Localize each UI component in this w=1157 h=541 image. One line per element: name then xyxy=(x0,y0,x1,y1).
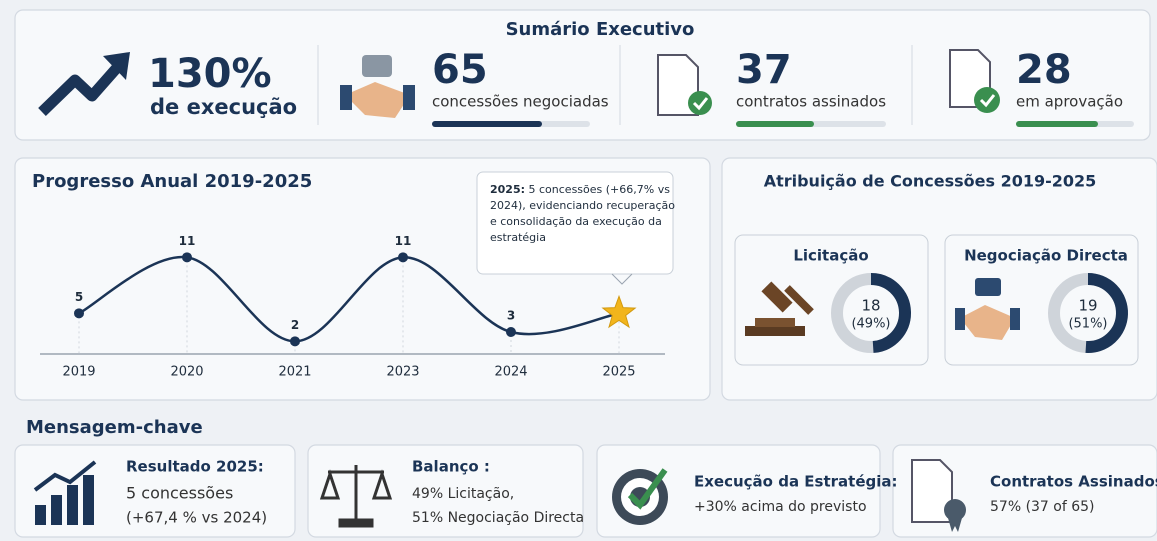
trend-icon xyxy=(38,52,130,116)
data-label: 3 xyxy=(507,309,515,323)
message-card xyxy=(307,444,584,538)
annotation-bold: 2025: xyxy=(490,183,525,196)
summary-panel xyxy=(14,9,1151,141)
message-line: +30% acima do previsto xyxy=(694,499,867,515)
annotation-line: e consolidação da execução da xyxy=(490,215,662,228)
handshake-icon xyxy=(340,55,415,118)
allocation-name: Licitação xyxy=(793,247,868,265)
message-line: 51% Negociação Directa xyxy=(412,510,584,526)
scale-icon xyxy=(319,465,393,528)
data-label: 11 xyxy=(395,234,412,248)
chart-title: Progresso Anual 2019-2025 xyxy=(32,171,312,192)
allocation-title: Atribuição de Concessões 2019-2025 xyxy=(764,172,1097,191)
approval-icon xyxy=(949,49,1000,113)
message-card xyxy=(596,444,881,538)
contract-icon xyxy=(657,54,712,116)
message-heading: Resultado 2025: xyxy=(126,458,264,476)
kpi-value: 37 xyxy=(736,47,792,93)
point xyxy=(74,308,84,319)
data-label: 2 xyxy=(291,318,299,332)
kpi-value: 130% xyxy=(148,51,272,97)
message-heading: Balanço : xyxy=(412,458,490,476)
allocation-name: Negociação Directa xyxy=(964,247,1128,265)
kpi-label: de execução xyxy=(150,95,297,119)
x-tick-label: 2023 xyxy=(386,365,419,380)
kpi-value: 65 xyxy=(432,47,488,93)
message-line: (+67,4 % vs 2024) xyxy=(126,509,267,527)
kpi-label: concessões negociadas xyxy=(432,93,609,111)
progress-fill xyxy=(736,121,814,127)
kpi-label: contratos assinados xyxy=(736,93,886,111)
gavel-icon xyxy=(745,281,814,336)
x-tick-label: 2024 xyxy=(494,365,527,380)
summary-title: Sumário Executivo xyxy=(506,19,695,40)
annotation-box xyxy=(476,171,674,275)
annotation-line: 2024), evidenciando recuperação xyxy=(490,199,675,212)
data-label: 5 xyxy=(75,290,83,304)
point xyxy=(398,252,408,263)
donut-arc xyxy=(1085,273,1128,353)
messages-title: Mensagem-chave xyxy=(26,417,203,438)
target-icon xyxy=(612,468,668,525)
progress-fill xyxy=(432,121,542,127)
point xyxy=(182,252,192,263)
star-marker xyxy=(601,294,637,329)
point xyxy=(290,336,300,347)
x-tick-label: 2020 xyxy=(170,365,203,380)
annotation-line: estratégia xyxy=(490,231,546,244)
data-label: 11 xyxy=(179,234,196,248)
message-heading: Execução da Estratégia: xyxy=(694,473,898,491)
allocation-percent: (51%) xyxy=(1068,317,1107,332)
allocation-value: 18 xyxy=(861,297,880,315)
bars-icon xyxy=(33,460,97,525)
message-heading: Contratos Assinados: xyxy=(990,473,1157,491)
annotation: 2025: 5 concessões (+66,7% vs xyxy=(490,183,670,196)
x-tick-label: 2025 xyxy=(602,365,635,380)
kpi-label: em aprovação xyxy=(1016,93,1123,111)
handshake-icon xyxy=(955,278,1020,340)
allocation-value: 19 xyxy=(1078,297,1097,315)
kpi-value: 28 xyxy=(1016,47,1072,93)
message-line: 5 concessões xyxy=(126,484,233,503)
x-tick-label: 2019 xyxy=(62,365,95,380)
point xyxy=(506,327,516,337)
certificate-icon xyxy=(911,459,966,532)
progress-fill xyxy=(1016,121,1098,127)
annotation-pointer xyxy=(611,273,633,285)
message-line: 57% (37 of 65) xyxy=(990,499,1095,515)
donut-arc xyxy=(870,273,911,353)
annotation-line: 5 concessões (+66,7% vs xyxy=(525,183,670,196)
message-line: 49% Licitação, xyxy=(412,486,514,502)
x-tick-label: 2021 xyxy=(278,365,311,380)
allocation-percent: (49%) xyxy=(851,317,890,332)
